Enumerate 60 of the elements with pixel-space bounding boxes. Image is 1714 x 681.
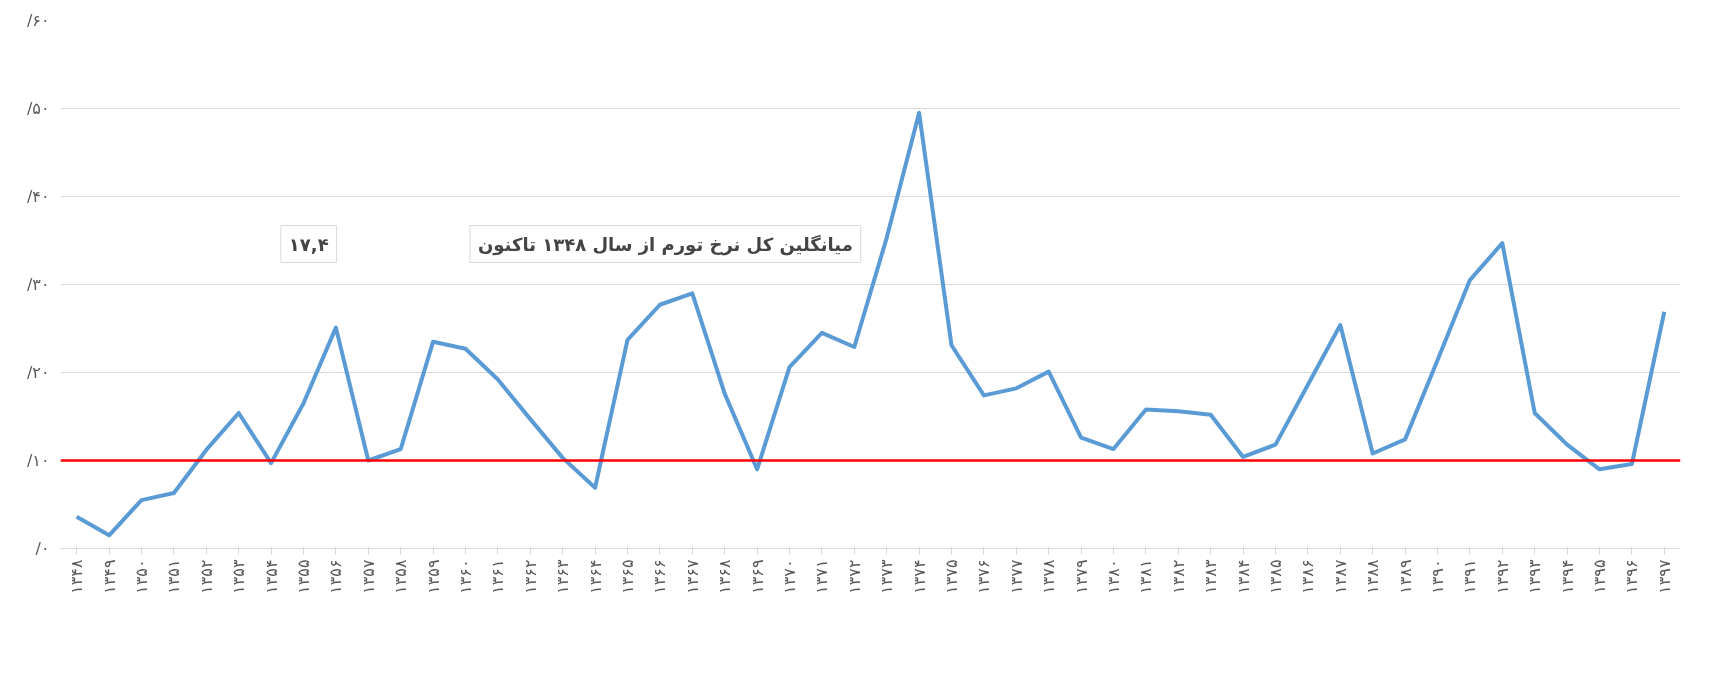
x-tick-label: ۱۳۶۳ bbox=[553, 559, 573, 594]
x-tick-label: ۱۳۹۲ bbox=[1492, 559, 1512, 594]
x-tick-label: ۱۳۹۱ bbox=[1460, 559, 1480, 594]
x-tick-label: ۱۳۵۱ bbox=[164, 559, 184, 594]
x-tick-label: ۱۳۹۵ bbox=[1590, 559, 1609, 594]
x-tick-label: ۱۳۶۴ bbox=[585, 559, 605, 594]
y-tick-label: /۴۰ bbox=[26, 187, 50, 206]
y-tick-label: /۶۰ bbox=[26, 11, 50, 30]
x-tick-label: ۱۳۶۲ bbox=[520, 559, 540, 594]
x-tick-label: ۱۳۴۹ bbox=[99, 559, 119, 594]
x-tick-label: ۱۳۵۹ bbox=[423, 559, 443, 594]
x-tick-label: ۱۳۶۶ bbox=[650, 559, 670, 594]
x-tick-label: ۱۳۷۳ bbox=[877, 559, 897, 594]
x-tick-label: ۱۳۹۳ bbox=[1525, 559, 1545, 594]
x-tick-label: ۱۳۷۰ bbox=[780, 559, 799, 594]
x-tick-label: ۱۳۷۹ bbox=[1071, 559, 1091, 594]
x-tick-label: ۱۳۹۶ bbox=[1622, 559, 1642, 594]
x-tick-label: ۱۳۸۹ bbox=[1395, 559, 1415, 594]
x-tick-label: ۱۳۸۰ bbox=[1104, 559, 1123, 594]
x-tick-label: ۱۳۷۱ bbox=[812, 559, 832, 594]
x-tick-label: ۱۳۸۵ bbox=[1266, 559, 1285, 594]
x-tick-label: ۱۳۶۵ bbox=[618, 559, 637, 594]
x-tick-label: ۱۳۵۲ bbox=[196, 559, 216, 594]
x-tick-label: ۱۳۷۶ bbox=[974, 559, 994, 594]
x-tick-label: ۱۳۴۸ bbox=[67, 559, 87, 594]
x-tick-label: ۱۳۸۲ bbox=[1168, 559, 1188, 594]
x-tick-label: ۱۳۷۸ bbox=[1039, 559, 1059, 594]
x-tick-label: ۱۳۵۶ bbox=[326, 559, 346, 594]
annotation: میانگلین کل نرخ تورم از سال ۱۳۴۸ تاکنون bbox=[477, 233, 853, 256]
y-tick-label: /۳۰ bbox=[26, 275, 50, 294]
x-tick-label: ۱۳۸۸ bbox=[1363, 559, 1383, 594]
y-tick-label: /۰ bbox=[35, 539, 50, 558]
y-tick-label: /۲۰ bbox=[26, 363, 50, 382]
y-tick-label: /۵۰ bbox=[26, 99, 50, 118]
x-tick-label: ۱۳۶۷ bbox=[682, 559, 702, 594]
x-tick-label: ۱۳۷۵ bbox=[942, 559, 961, 594]
x-tick-label: ۱۳۷۷ bbox=[1006, 559, 1026, 594]
x-tick-label: ۱۳۵۵ bbox=[294, 559, 313, 594]
line-series bbox=[74, 110, 1667, 538]
x-tick-label: ۱۳۹۷ bbox=[1654, 559, 1674, 594]
x-tick-label: ۱۳۸۴ bbox=[1233, 559, 1253, 594]
x-tick-label: ۱۳۶۰ bbox=[456, 559, 475, 594]
annotation: ۱۷,۴ bbox=[288, 233, 329, 255]
x-tick-label: ۱۳۵۳ bbox=[229, 559, 249, 594]
x-tick-label: ۱۳۸۱ bbox=[1136, 559, 1156, 594]
x-tick-label: ۱۳۶۸ bbox=[715, 559, 735, 594]
x-tick-label: ۱۳۵۸ bbox=[391, 559, 411, 594]
x-tick-label: ۱۳۹۴ bbox=[1557, 559, 1577, 594]
x-tick-label: ۱۳۵۰ bbox=[132, 559, 151, 594]
x-tick-label: ۱۳۸۷ bbox=[1330, 559, 1350, 594]
x-tick-label: ۱۳۷۲ bbox=[844, 559, 864, 594]
y-tick-label: /۱۰ bbox=[26, 451, 50, 470]
x-tick-label: ۱۳۶۱ bbox=[488, 559, 508, 594]
x-tick-label: ۱۳۸۳ bbox=[1201, 559, 1221, 594]
x-tick-label: ۱۳۶۹ bbox=[747, 559, 767, 594]
x-tick-label: ۱۳۹۰ bbox=[1428, 559, 1447, 594]
x-tick-label: ۱۳۵۷ bbox=[358, 559, 378, 594]
x-tick-label: ۱۳۸۶ bbox=[1298, 559, 1318, 594]
x-tick-label: ۱۳۵۴ bbox=[261, 559, 281, 594]
x-tick-label: ۱۳۷۴ bbox=[909, 559, 929, 594]
